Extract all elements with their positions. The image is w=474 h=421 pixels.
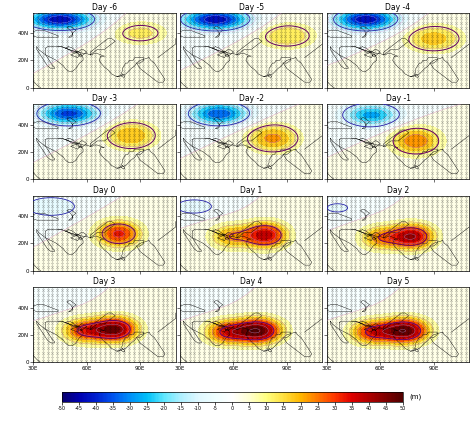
Title: Day -4: Day -4 [385, 3, 410, 12]
Title: Day 3: Day 3 [93, 277, 116, 286]
Title: Day 2: Day 2 [387, 186, 409, 195]
Title: Day 4: Day 4 [240, 277, 263, 286]
Title: Day 5: Day 5 [387, 277, 409, 286]
Text: (m): (m) [410, 394, 422, 400]
Title: Day -5: Day -5 [238, 3, 264, 12]
Title: Day -1: Day -1 [385, 94, 410, 103]
Title: Day -2: Day -2 [239, 94, 264, 103]
Title: Day -6: Day -6 [92, 3, 117, 12]
Title: Day 1: Day 1 [240, 186, 262, 195]
Title: Day 0: Day 0 [93, 186, 116, 195]
Title: Day -3: Day -3 [92, 94, 117, 103]
